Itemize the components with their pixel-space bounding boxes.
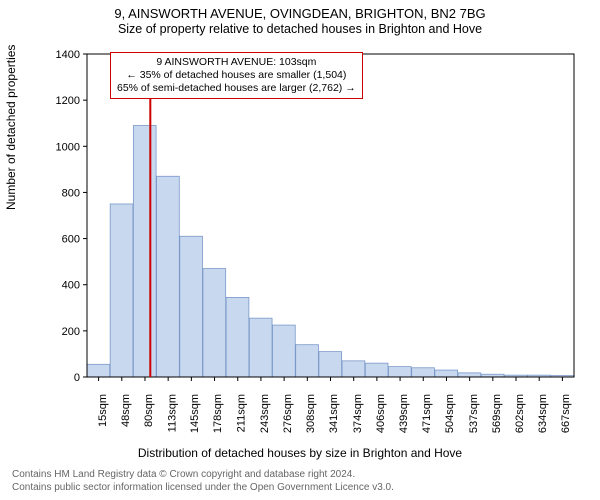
x-tick-label: 569sqm bbox=[491, 394, 503, 433]
marker-annotation: 9 AINSWORTH AVENUE: 103sqm ← 35% of deta… bbox=[110, 52, 363, 99]
x-tick-label: 145sqm bbox=[189, 394, 201, 433]
x-tick-label: 374sqm bbox=[352, 394, 364, 433]
chart-area: 0 200 400 600 800 1000 1200 1400 9 AINSWORTH AV… bbox=[55, 48, 580, 383]
x-tick-label: 48sqm bbox=[120, 394, 132, 427]
x-axis-label: Distribution of detached houses by size … bbox=[0, 446, 600, 460]
x-tick-label: 113sqm bbox=[166, 394, 178, 432]
x-tick-label: 537sqm bbox=[468, 394, 480, 433]
x-tick-label: 634sqm bbox=[537, 394, 549, 433]
footer-line1: Contains HM Land Registry data © Crown c… bbox=[12, 469, 394, 482]
x-tick-label: 504sqm bbox=[444, 394, 456, 433]
x-tick-label: 211sqm bbox=[236, 394, 248, 432]
x-tick-label: 439sqm bbox=[398, 394, 410, 433]
svg-text:1000: 1000 bbox=[56, 141, 80, 153]
x-tick-label: 471sqm bbox=[421, 394, 433, 433]
svg-text:800: 800 bbox=[62, 187, 80, 199]
annotation-line2: ← 35% of detached houses are smaller (1,… bbox=[117, 69, 356, 82]
svg-text:200: 200 bbox=[62, 326, 80, 338]
x-tick-label: 276sqm bbox=[282, 394, 294, 433]
x-tick-label: 178sqm bbox=[213, 394, 225, 433]
title-subtitle: Size of property relative to detached ho… bbox=[0, 22, 600, 38]
x-tick-label: 80sqm bbox=[143, 394, 155, 427]
y-axis-label: Number of detached properties bbox=[4, 45, 18, 210]
x-tick-labels: 15sqm 48sqm 80sqm 113sqm 145sqm 178sqm 211sqm 2… bbox=[55, 388, 580, 446]
svg-text:400: 400 bbox=[62, 280, 80, 292]
x-tick-label: 243sqm bbox=[259, 394, 271, 433]
chart-title-block: 9, AINSWORTH AVENUE, OVINGDEAN, BRIGHTON… bbox=[0, 0, 600, 38]
svg-text:0: 0 bbox=[74, 372, 80, 383]
svg-text:1200: 1200 bbox=[56, 95, 80, 107]
annotation-line3: 65% of semi-detached houses are larger (… bbox=[117, 82, 356, 95]
x-tick-label: 15sqm bbox=[97, 394, 109, 427]
x-tick-label: 406sqm bbox=[375, 394, 387, 433]
svg-text:1400: 1400 bbox=[56, 49, 80, 61]
x-tick-label: 667sqm bbox=[560, 394, 572, 433]
annotation-line1: 9 AINSWORTH AVENUE: 103sqm bbox=[117, 56, 356, 69]
footer-attribution: Contains HM Land Registry data © Crown c… bbox=[12, 469, 394, 494]
x-tick-label: 341sqm bbox=[329, 394, 341, 433]
footer-line2: Contains public sector information licen… bbox=[12, 482, 394, 495]
x-tick-label: 602sqm bbox=[514, 394, 526, 433]
title-address: 9, AINSWORTH AVENUE, OVINGDEAN, BRIGHTON… bbox=[0, 6, 600, 22]
svg-text:600: 600 bbox=[62, 234, 80, 246]
x-tick-label: 308sqm bbox=[305, 394, 317, 433]
